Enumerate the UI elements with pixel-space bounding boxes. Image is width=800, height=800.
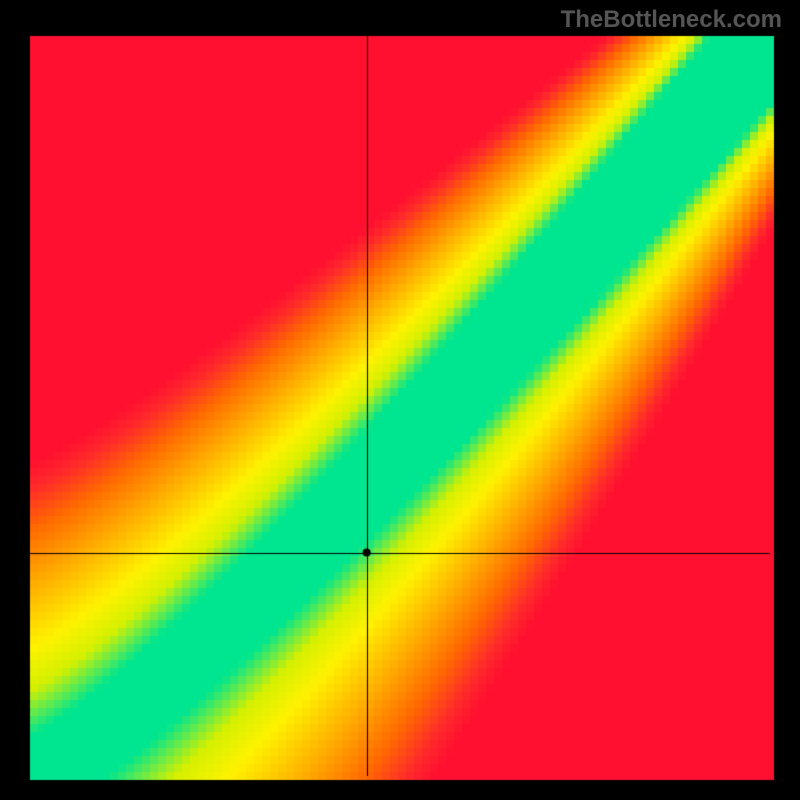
bottleneck-heatmap xyxy=(0,0,800,800)
chart-container: { "watermark": { "text": "TheBottleneck.… xyxy=(0,0,800,800)
watermark-text: TheBottleneck.com xyxy=(561,6,782,34)
